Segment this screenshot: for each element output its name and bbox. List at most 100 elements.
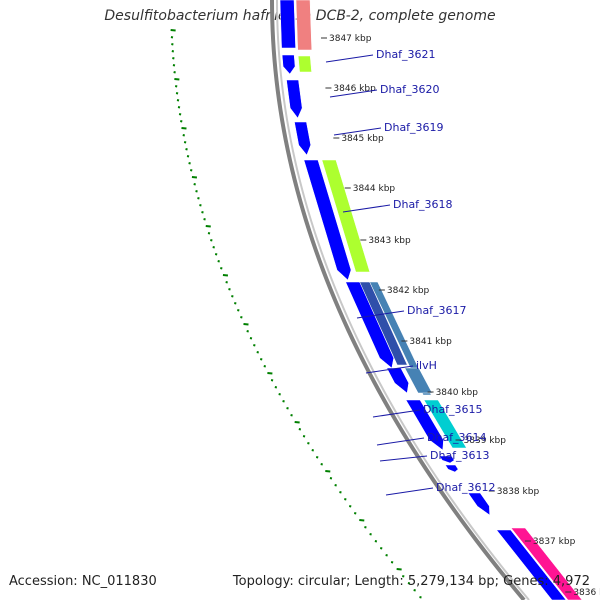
- gene-label-dhaf_3613[interactable]: Dhaf_3613: [430, 449, 490, 462]
- scale-tick-label: 3845 kbp: [341, 134, 384, 144]
- gc-skew-mark: [348, 505, 352, 508]
- gc-skew-mark: [270, 379, 274, 382]
- gene-label-dhaf_3615[interactable]: Dhaf_3615: [423, 403, 483, 416]
- gene-feature: [286, 79, 303, 119]
- gene-label-dhaf_3614[interactable]: Dhaf_3614: [427, 431, 487, 444]
- gc-skew-mark: [212, 246, 215, 249]
- gc-skew-mark: [171, 50, 175, 53]
- backbone-shadow: [276, 0, 530, 600]
- gene-feature: [423, 399, 467, 449]
- gene-connector: [329, 89, 378, 98]
- gc-skew-mark: [185, 148, 188, 151]
- gc-skew-mark: [222, 274, 229, 277]
- gene-feature: [359, 281, 408, 366]
- gc-skew-mark: [210, 239, 213, 242]
- gc-skew-mark: [298, 428, 302, 431]
- gene-feature: [345, 281, 394, 369]
- gc-skew-mark: [178, 113, 182, 116]
- scale-tick-label: 3842 kbp: [387, 286, 430, 296]
- gc-skew-mark: [220, 267, 223, 270]
- gc-skew-mark: [364, 526, 367, 529]
- gc-skew-mark: [263, 365, 267, 368]
- gc-skew-mark: [170, 36, 174, 39]
- gc-skew-mark: [294, 421, 300, 424]
- scale-tick-label: 3839 kbp: [464, 436, 507, 446]
- gc-skew-mark: [191, 176, 198, 179]
- gc-skew-mark: [243, 323, 249, 326]
- gene-feature: [295, 0, 313, 51]
- gc-skew-mark: [214, 253, 218, 256]
- gene-label-dhaf_3621[interactable]: Dhaf_3621: [376, 48, 436, 61]
- gc-skew-mark: [359, 519, 365, 522]
- gc-skew-mark: [197, 197, 200, 200]
- gene-label-dhaf_3612[interactable]: Dhaf_3612: [436, 481, 496, 494]
- scale-tick-label: 3838 kbp: [497, 487, 540, 497]
- gc-skew-mark: [413, 589, 416, 592]
- gc-skew-mark: [231, 295, 234, 298]
- gene-feature: [303, 159, 352, 281]
- gene-label-dhaf_3620[interactable]: Dhaf_3620: [380, 83, 440, 96]
- gc-skew-mark: [329, 477, 333, 480]
- gc-skew-mark: [334, 484, 337, 487]
- gene-feature: [510, 527, 583, 600]
- gc-skew-mark: [259, 358, 263, 361]
- gc-skew-mark: [286, 407, 289, 410]
- gene-feature: [369, 281, 432, 396]
- gene-feature: [404, 367, 433, 394]
- gc-skew-mark: [176, 99, 180, 102]
- gc-skew-mark: [175, 92, 179, 95]
- feature-track: [279, 0, 583, 600]
- gc-skew-mark: [183, 141, 187, 144]
- gc-skew-mark: [311, 449, 314, 452]
- gc-skew-mark: [253, 344, 256, 347]
- gc-skew-mark: [302, 435, 306, 438]
- gc-skew-mark: [344, 498, 347, 501]
- scale-tick-label: 3846 kbp: [333, 84, 376, 94]
- gc-skew-mark: [228, 288, 231, 291]
- gc-skew-mark: [182, 134, 186, 137]
- gc-skew-mark: [201, 211, 204, 214]
- gc-skew-mark: [203, 218, 206, 221]
- gc-skew-mark: [282, 400, 285, 403]
- gene-connector: [376, 437, 425, 446]
- backbone-line: [270, 0, 526, 600]
- gc-skew-mark: [379, 547, 383, 550]
- gene-label-dhaf_3617[interactable]: Dhaf_3617: [407, 304, 467, 317]
- gc-skew-mark: [174, 78, 180, 81]
- gc-skew-mark: [173, 71, 176, 74]
- gene-feature: [496, 529, 567, 600]
- gc-skew-mark: [172, 57, 175, 60]
- gene-feature: [321, 159, 371, 273]
- gc-skew-mark: [172, 64, 176, 67]
- gc-skew-mark: [419, 596, 422, 599]
- gc-skew-mark: [274, 386, 278, 389]
- gc-skew-mark: [234, 302, 237, 305]
- gene-feature: [386, 367, 409, 394]
- gc-skew-mark: [353, 512, 357, 515]
- gc-skew-mark: [240, 316, 243, 319]
- gene-label-dhaf_3619[interactable]: Dhaf_3619: [384, 121, 444, 134]
- gene-feature: [294, 121, 311, 156]
- gc-skew-mark: [237, 309, 240, 312]
- gc-skew-mark: [174, 85, 178, 88]
- gene-connector: [379, 455, 428, 462]
- gene-label-ilvh[interactable]: ilvH: [416, 359, 437, 372]
- gene-connector: [342, 204, 391, 213]
- scale-tick-label: 3837 kbp: [533, 537, 576, 547]
- gene-label-dhaf_3618[interactable]: Dhaf_3618: [393, 198, 453, 211]
- gene-connector: [365, 365, 414, 374]
- scale-tick-label: 3841 kbp: [409, 337, 452, 347]
- accession-label: Accession: NC_011830: [9, 574, 157, 589]
- gc-skew-mark: [307, 442, 310, 445]
- scale-tick-label: 3840 kbp: [436, 388, 479, 398]
- gene-feature: [297, 55, 312, 73]
- gc-skew-mark: [402, 575, 405, 578]
- backbone-track: [270, 0, 530, 600]
- gc-skew-mark: [193, 183, 196, 186]
- scale-track: 3847 kbp 3846 kbp 3845 kbp 3844 kbp 3843 kbp…: [321, 34, 600, 598]
- gc-skew-mark: [325, 470, 331, 473]
- gc-skew-mark: [256, 351, 259, 354]
- gc-skew-mark: [186, 155, 190, 158]
- gc-skew-mark: [278, 393, 281, 396]
